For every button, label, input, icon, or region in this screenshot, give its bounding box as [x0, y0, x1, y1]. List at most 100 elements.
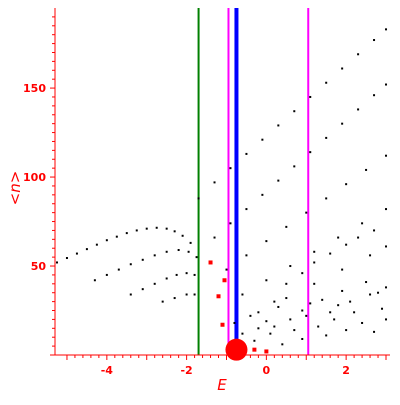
data-point — [117, 268, 120, 271]
data-point — [293, 329, 296, 332]
y-tick-label: 150 — [23, 82, 46, 95]
data-point — [129, 263, 132, 266]
data-point — [301, 337, 304, 340]
data-point — [225, 268, 228, 271]
data-point — [337, 236, 340, 239]
data-point — [173, 297, 176, 300]
data-point — [181, 234, 184, 237]
data-point — [55, 261, 58, 264]
data-point — [229, 222, 232, 225]
data-point — [325, 334, 328, 337]
data-point — [365, 168, 368, 171]
data-point — [85, 248, 88, 251]
data-point — [289, 318, 292, 321]
data-point — [165, 277, 168, 280]
data-point — [175, 273, 178, 276]
data-point — [197, 197, 200, 200]
data-point — [385, 286, 388, 289]
data-point — [385, 208, 388, 211]
x-tick-label: 2 — [342, 364, 350, 377]
data-point — [349, 300, 352, 303]
data-point — [65, 257, 68, 260]
data-point — [285, 225, 288, 228]
data-point — [373, 229, 376, 232]
data-point — [165, 227, 168, 230]
data-point — [257, 311, 260, 314]
data-point — [285, 297, 288, 300]
data-point — [129, 293, 132, 296]
data-point — [233, 321, 236, 324]
data-point — [361, 222, 364, 225]
data-point — [313, 261, 316, 264]
highlight-point — [252, 347, 257, 352]
data-point — [357, 53, 360, 56]
data-point — [385, 245, 388, 248]
data-point — [277, 305, 280, 308]
data-point — [155, 226, 158, 229]
highlight-point — [264, 349, 269, 354]
data-point — [313, 250, 316, 253]
data-point — [333, 318, 336, 321]
data-point — [187, 250, 190, 253]
data-point — [301, 272, 304, 275]
data-point — [313, 282, 316, 285]
data-point — [145, 227, 148, 230]
data-point — [245, 208, 248, 211]
data-point — [293, 110, 296, 113]
data-point — [213, 236, 216, 239]
data-point — [325, 136, 328, 139]
data-point — [177, 249, 180, 252]
data-point — [385, 83, 388, 86]
data-point — [273, 300, 276, 303]
data-point — [115, 235, 118, 238]
vertical-lines — [197, 8, 310, 355]
highlight-point — [222, 278, 227, 283]
data-point — [265, 320, 268, 323]
data-point — [135, 229, 138, 232]
data-point — [365, 281, 368, 284]
data-point — [357, 108, 360, 111]
data-point — [341, 289, 344, 292]
data-point — [301, 309, 304, 312]
x-tick-label: -2 — [180, 364, 192, 377]
data-point — [165, 250, 168, 253]
data-point — [173, 230, 176, 233]
data-point — [195, 256, 198, 259]
data-point — [269, 332, 272, 335]
data-point — [345, 329, 348, 332]
data-point — [289, 265, 292, 268]
data-point — [329, 252, 332, 255]
data-point — [373, 330, 376, 333]
data-point — [369, 254, 372, 257]
data-point — [277, 124, 280, 127]
x-axis-label: E — [217, 376, 227, 394]
data-point — [373, 94, 376, 97]
x-tick-label: 0 — [263, 364, 271, 377]
data-point — [373, 39, 376, 42]
data-point — [385, 28, 388, 31]
data-point — [345, 243, 348, 246]
y-axis-label: <n> — [6, 171, 24, 206]
data-point — [309, 151, 312, 154]
data-point — [261, 138, 264, 141]
data-point — [229, 167, 232, 170]
y-tick-label: 50 — [31, 260, 47, 273]
data-point — [325, 81, 328, 84]
data-point — [193, 293, 196, 296]
data-point — [185, 272, 188, 275]
highlight-point — [216, 294, 221, 299]
data-point — [141, 258, 144, 261]
data-point — [305, 314, 308, 317]
data-point — [185, 293, 188, 296]
highlight-point — [220, 322, 225, 327]
data-point — [245, 254, 248, 257]
data-point — [285, 282, 288, 285]
data-point — [361, 321, 364, 324]
data-point — [161, 300, 164, 303]
data-point — [309, 302, 312, 305]
data-point — [341, 122, 344, 125]
data-point — [95, 243, 98, 246]
data-point — [345, 183, 348, 186]
